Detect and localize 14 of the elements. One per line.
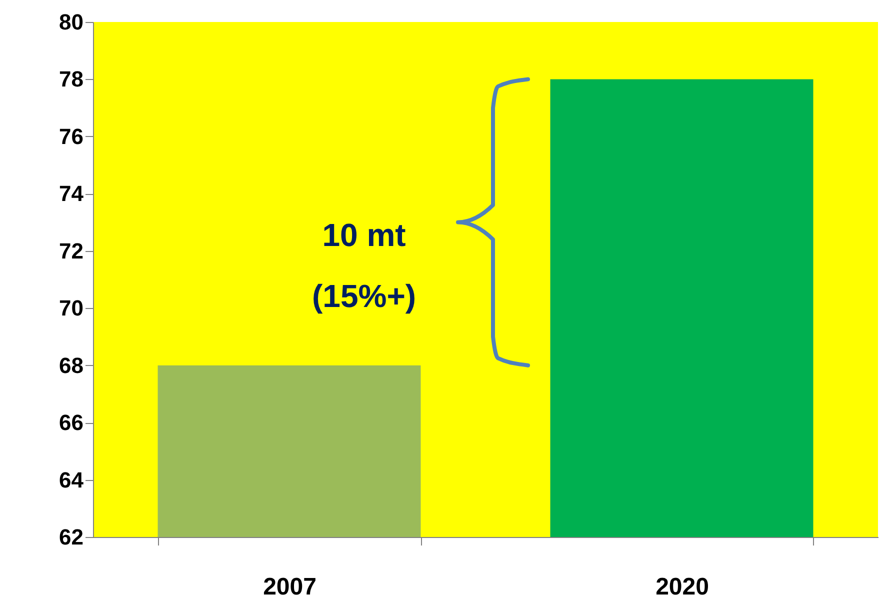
x-tick-label: 2007 (263, 574, 316, 600)
y-tick-label: 72 (59, 238, 84, 264)
annotation: 10 mt (322, 217, 406, 253)
y-tick-label: 64 (59, 467, 84, 492)
x-tick-label: 2020 (656, 574, 709, 600)
y-tick-label: 80 (59, 10, 84, 34)
y-tick-label: 78 (59, 66, 84, 92)
y-tick-label: 68 (59, 352, 84, 378)
y-tick-label: 70 (59, 296, 84, 321)
y-tick-label: 66 (59, 410, 84, 436)
annotation: (15%+) (312, 278, 416, 314)
y-tick-label: 62 (59, 524, 84, 550)
y-tick-label: 74 (59, 181, 84, 206)
y-tick-label: 76 (59, 124, 84, 149)
